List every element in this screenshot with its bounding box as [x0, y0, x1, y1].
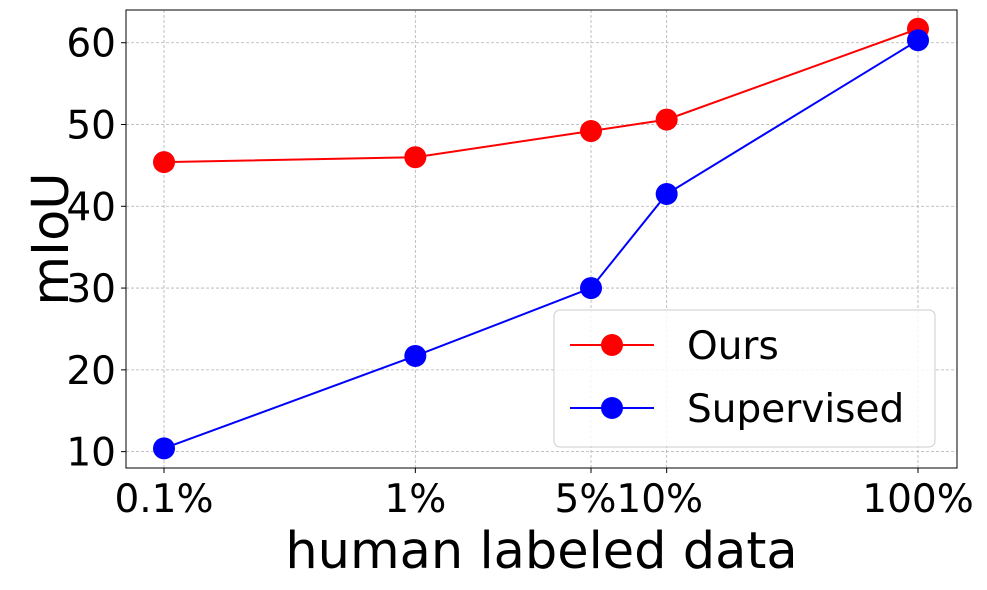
legend-marker-supervised — [601, 397, 623, 419]
data-point-ours — [655, 108, 678, 131]
legend-label-supervised: Supervised — [687, 387, 904, 432]
data-point-supervised — [404, 344, 427, 367]
y-tick-label: 60 — [66, 22, 116, 67]
data-point-ours — [404, 146, 427, 169]
x-tick-label: 5%10% — [555, 477, 704, 522]
x-tick-label: 1% — [384, 477, 446, 522]
y-tick-label: 30 — [66, 267, 116, 312]
x-tick-label: 100% — [862, 477, 974, 522]
series-line-ours — [163, 27, 919, 164]
data-point-supervised — [655, 183, 678, 206]
data-point-supervised — [153, 437, 175, 460]
x-axis-label: human labeled data — [285, 522, 797, 581]
series-layer — [153, 17, 929, 460]
legend-marker-ours — [601, 334, 623, 356]
data-point-ours — [153, 151, 175, 174]
x-tick-label: 0.1% — [114, 477, 213, 522]
data-point-supervised — [907, 29, 929, 52]
legend-label-ours: Ours — [687, 324, 779, 369]
y-axis-label: mIoU — [22, 172, 81, 305]
y-axis-ticks: 10 20 30 40 50 60 — [66, 22, 126, 476]
y-tick-label: 50 — [66, 104, 116, 149]
legend: Ours Supervised — [553, 309, 936, 448]
data-point-supervised — [580, 277, 603, 300]
data-point-ours — [580, 120, 603, 143]
y-tick-label: 10 — [66, 431, 116, 476]
y-tick-label: 20 — [66, 349, 116, 394]
plot-frame — [125, 9, 958, 469]
y-tick-label: 40 — [66, 185, 116, 230]
x-axis-ticks: 0.1% 1% 5%10% 100% — [114, 468, 974, 522]
